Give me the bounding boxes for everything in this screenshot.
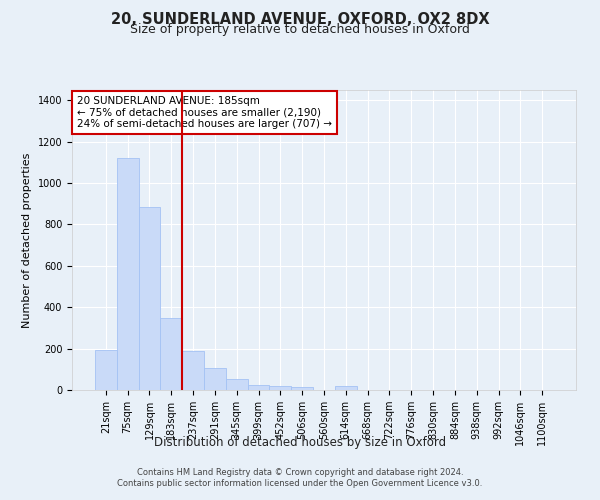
Text: Contains HM Land Registry data © Crown copyright and database right 2024.
Contai: Contains HM Land Registry data © Crown c… (118, 468, 482, 487)
Bar (117, 158, 139, 390)
Text: Distribution of detached houses by size in Oxford: Distribution of detached houses by size … (154, 436, 446, 449)
Bar (95, 350, 117, 390)
Text: 20 SUNDERLAND AVENUE: 185sqm
← 75% of detached houses are smaller (2,190)
24% of: 20 SUNDERLAND AVENUE: 185sqm ← 75% of de… (77, 96, 332, 129)
Text: Size of property relative to detached houses in Oxford: Size of property relative to detached ho… (130, 24, 470, 36)
Bar (248, 385, 269, 390)
Bar (204, 368, 226, 390)
Bar (139, 207, 160, 390)
Text: 20, SUNDERLAND AVENUE, OXFORD, OX2 8DX: 20, SUNDERLAND AVENUE, OXFORD, OX2 8DX (110, 12, 490, 28)
Y-axis label: Number of detached properties: Number of detached properties (22, 152, 32, 328)
Bar (291, 387, 313, 390)
Bar (160, 318, 182, 390)
Bar (335, 386, 357, 390)
Bar (182, 350, 204, 390)
Bar (269, 386, 291, 390)
Bar (226, 378, 248, 390)
